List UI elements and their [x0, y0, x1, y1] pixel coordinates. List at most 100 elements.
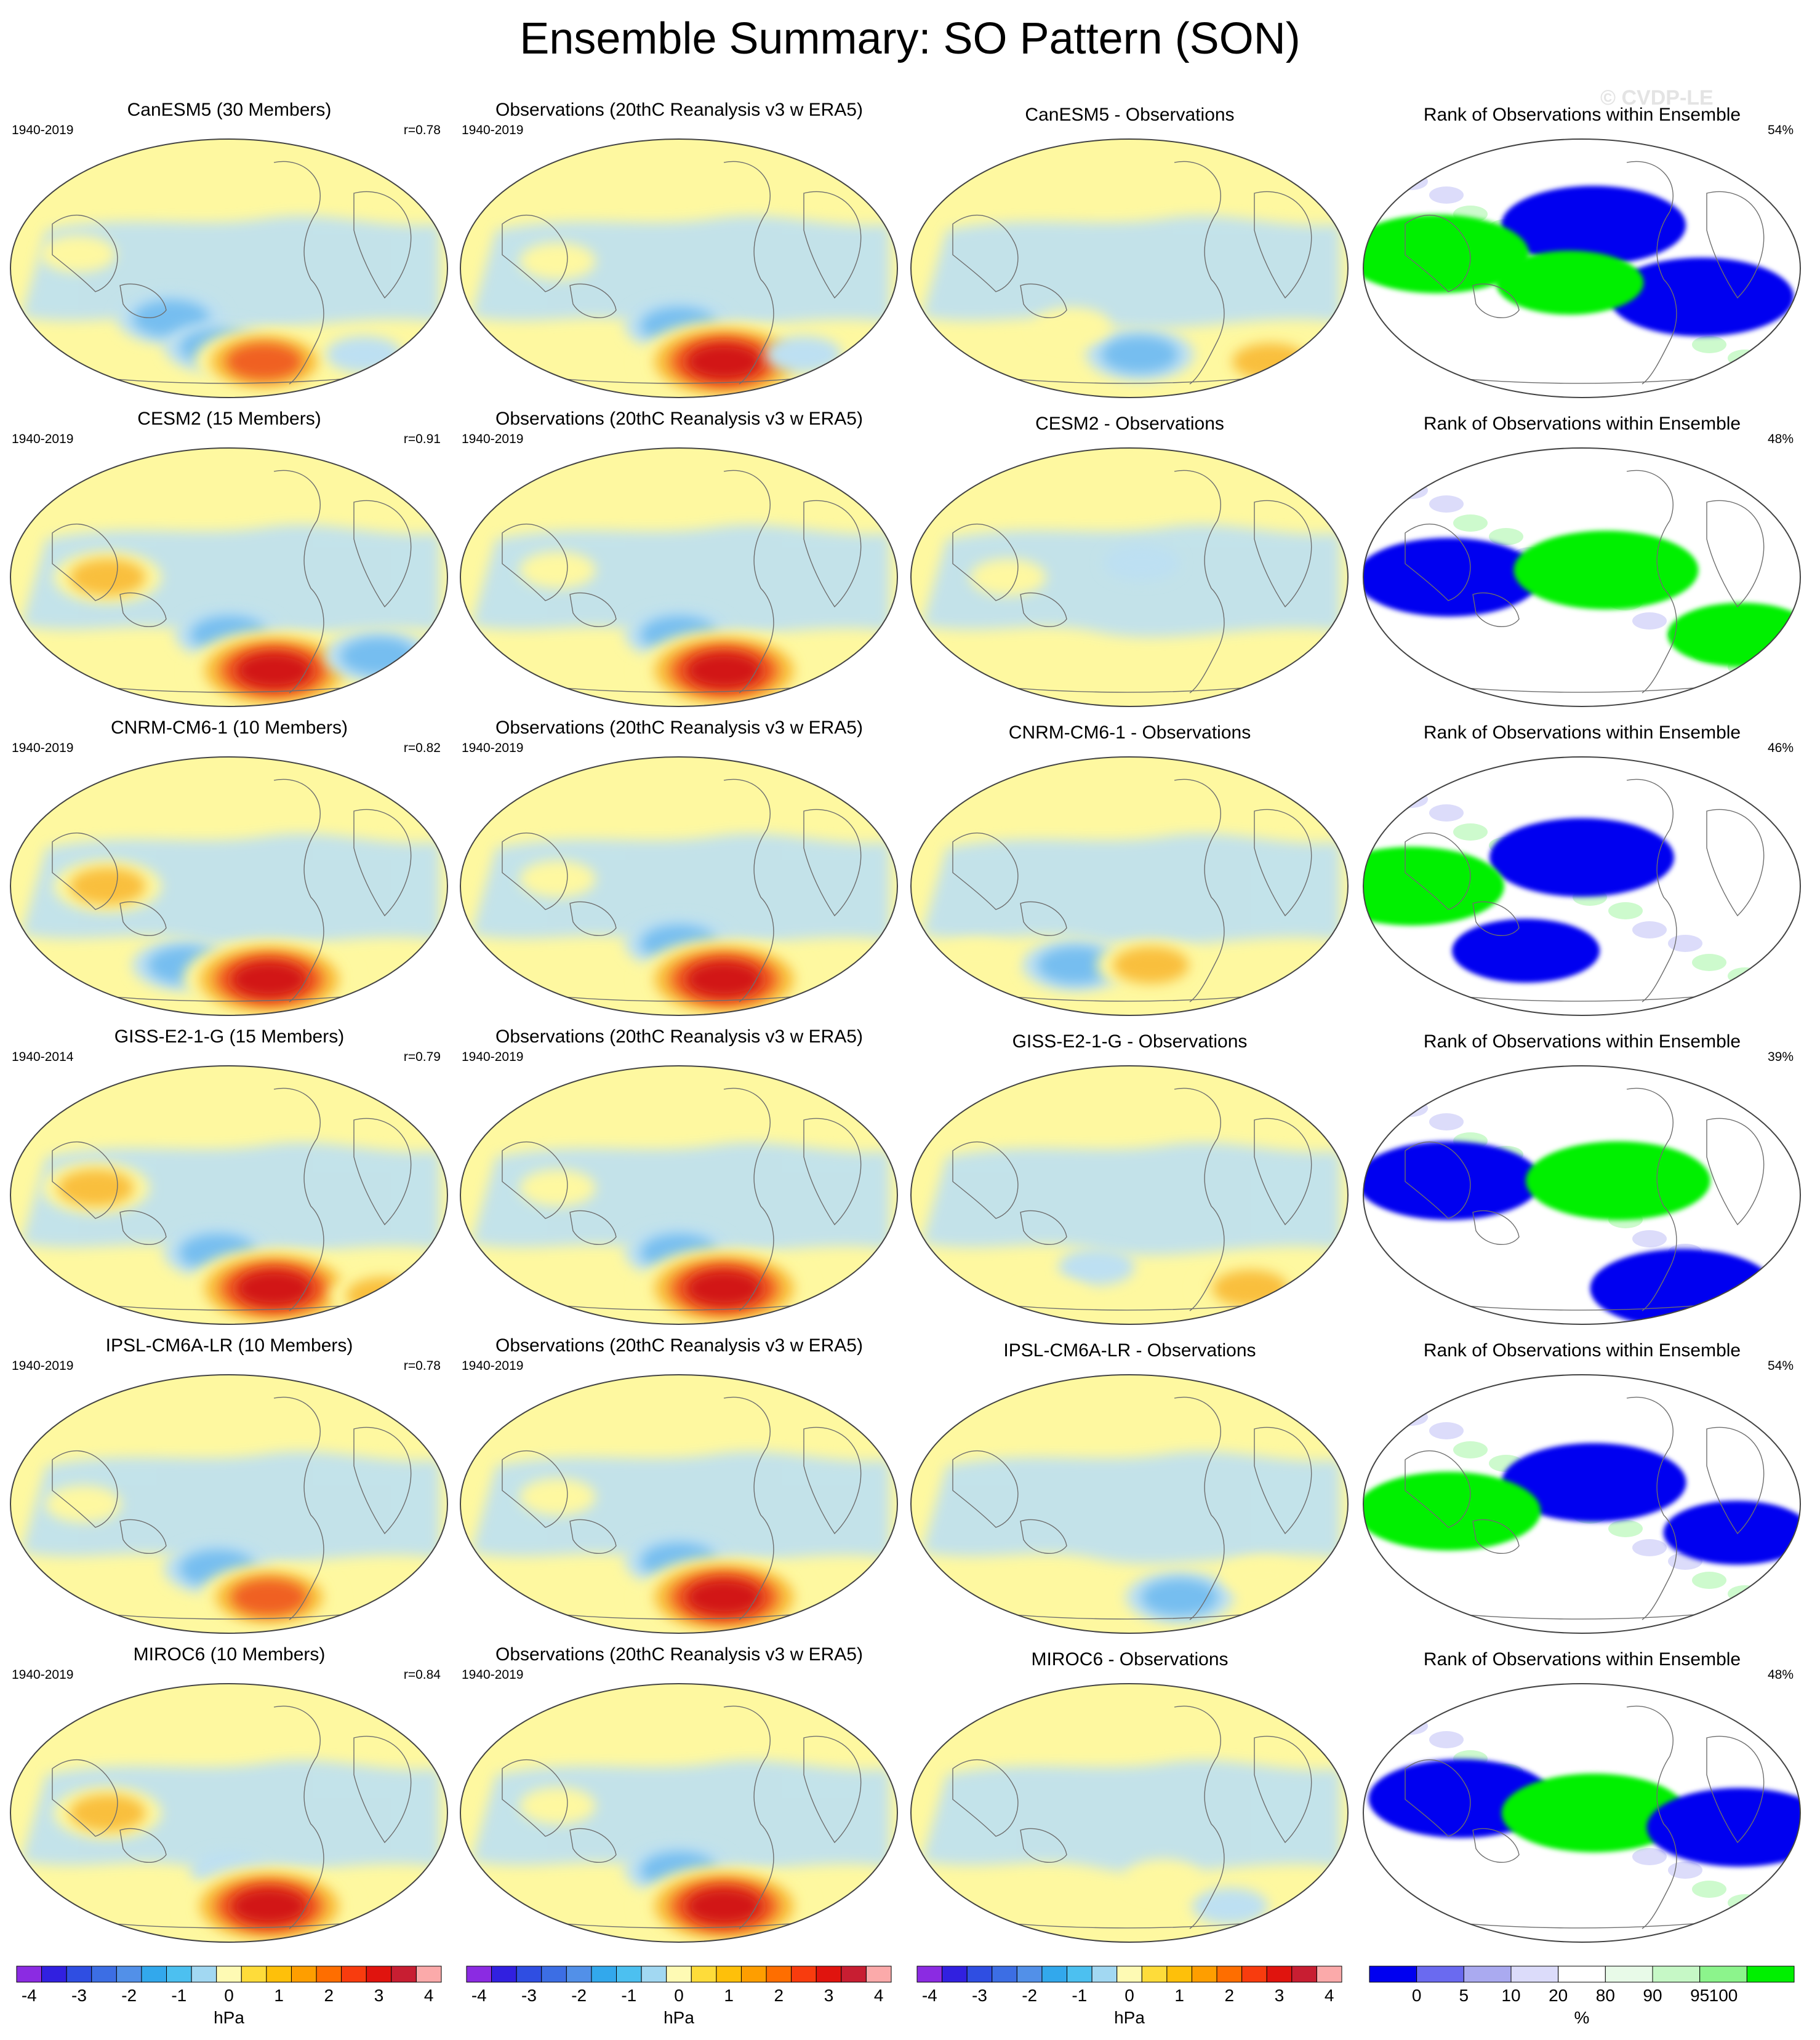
- panel-title: IPSL-CM6A-LR - Observations: [1003, 1340, 1256, 1361]
- panel-title: CNRM-CM6-1 - Observations: [1008, 722, 1251, 743]
- map-panel: GISS-E2-1-G - Observations: [910, 1026, 1350, 1325]
- colorbar-swatch: [1067, 1966, 1092, 1983]
- correlation-label: r=0.82: [403, 741, 441, 755]
- map-panel: Observations (20thC Reanalysis v3 w ERA5…: [459, 1644, 899, 1943]
- rank-speckle: [1608, 902, 1643, 919]
- colorbar-tick: -4: [921, 1986, 937, 2005]
- colorbar-tick: 90: [1643, 1986, 1662, 2005]
- colorbar-unit: hPa: [1114, 2008, 1145, 2027]
- panel-title: CNRM-CM6-1 (10 Members): [110, 718, 348, 738]
- rank-speckle: [1369, 772, 1404, 789]
- colorbar-swatch: [516, 1966, 542, 1983]
- colorbar-tick: -3: [71, 1986, 87, 2005]
- map-panel: MIROC6 - Observations: [910, 1644, 1350, 1943]
- rank-speckle: [1728, 1585, 1762, 1602]
- rank-speckle: [1752, 468, 1786, 486]
- positive-anomaly: [937, 939, 1014, 977]
- panel-title: Observations (20thC Reanalysis v3 w ERA5…: [495, 100, 863, 120]
- colorbar-swatch: [341, 1966, 367, 1983]
- positive-anomaly: [1034, 307, 1111, 345]
- map-panel: Rank of Observations within Ensemble 46%: [1362, 718, 1802, 1016]
- globe-outline: [910, 1683, 1349, 1943]
- globe-map: [1363, 1683, 1801, 1943]
- colorbar-tick: 10: [1501, 1986, 1521, 2005]
- positive-anomaly: [69, 868, 146, 905]
- positive-anomaly: [236, 1270, 313, 1307]
- colorbar-swatch: [1166, 1966, 1192, 1983]
- globe-outline: [910, 756, 1349, 1016]
- panel-title: IPSL-CM6A-LR (10 Members): [105, 1335, 353, 1356]
- colorbar-swatch: [141, 1966, 167, 1983]
- panel-title: MIROC6 (10 Members): [133, 1644, 326, 1665]
- panel-title: Rank of Observations within Ensemble: [1423, 722, 1741, 743]
- panel-title: CESM2 - Observations: [1035, 414, 1224, 434]
- watermark: © CVDP-LE: [1600, 86, 1714, 110]
- globe-outline: [10, 138, 448, 398]
- period-label: 1940-2019: [462, 432, 524, 446]
- rank-low-region: [1363, 1141, 1541, 1220]
- globe-map: [1363, 756, 1801, 1016]
- positive-anomaly: [686, 1887, 763, 1925]
- colorbar-hpa-col1: -4 -3 -2 -1 0 1 2 3 4 hPa: [9, 1965, 449, 2039]
- negative-band: [471, 524, 890, 638]
- colorbar-unit: hPa: [214, 2008, 244, 2027]
- rank-low-region: [1590, 1249, 1775, 1324]
- positive-anomaly: [1212, 1270, 1289, 1307]
- map-panel: Observations (20thC Reanalysis v3 w ERA5…: [459, 718, 899, 1016]
- map-panel: CNRM-CM6-1 (10 Members) 1940-2019 r=0.82: [9, 718, 449, 1016]
- period-label: 1940-2019: [462, 123, 524, 137]
- panel-title: Rank of Observations within Ensemble: [1423, 1031, 1741, 1052]
- colorbar-tick: 1: [724, 1986, 734, 2005]
- rank-speckle: [1632, 1539, 1667, 1556]
- globe-outline: [1363, 447, 1801, 707]
- rank-speckle: [1608, 1520, 1643, 1537]
- map-panel: IPSL-CM6A-LR - Observations: [910, 1335, 1350, 1634]
- rank-speckle: [1369, 154, 1404, 171]
- positive-anomaly: [686, 343, 763, 380]
- negative-band: [922, 833, 1341, 946]
- negative-anomaly: [765, 336, 842, 373]
- negative-band: [922, 1142, 1341, 1255]
- positive-anomaly: [69, 1794, 146, 1831]
- rank-speckle: [1692, 336, 1726, 353]
- colorbar-swatch: [1652, 1966, 1701, 1983]
- panel-title: GISS-E2-1-G (15 Members): [114, 1026, 345, 1047]
- colorbar-swatch: [1746, 1966, 1795, 1983]
- globe-map: [10, 1683, 448, 1943]
- globe-map: [1363, 447, 1801, 707]
- period-label: 1940-2014: [12, 1050, 74, 1064]
- rank-low-region: [1461, 1801, 1510, 1821]
- colorbar-swatch: [266, 1966, 292, 1983]
- rank-low-region: [1363, 538, 1541, 617]
- positive-anomaly: [1124, 1859, 1201, 1896]
- colorbar-tick: -2: [571, 1986, 587, 2005]
- colorbar-swatch: [316, 1966, 342, 1983]
- map-panel: CESM2 - Observations: [910, 409, 1350, 707]
- colorbar-swatch: [1510, 1966, 1559, 1983]
- rank-high-region: [1437, 256, 1486, 276]
- panel-title: CESM2 (15 Members): [137, 409, 321, 429]
- rank-speckle: [1752, 159, 1786, 177]
- globe-outline: [460, 1065, 898, 1325]
- negative-anomaly: [1101, 336, 1178, 373]
- colorbar-hpa-col2: -4 -3 -2 -1 0 1 2 3 4 hPa: [459, 1965, 899, 2039]
- rank-low-region: [1737, 1535, 1787, 1555]
- map-panel: GISS-E2-1-G (15 Members) 1940-2014 r=0.79: [9, 1026, 449, 1325]
- colorbar-tick: 3: [1274, 1986, 1285, 2005]
- colorbar-swatch: [66, 1966, 92, 1983]
- period-label: 1940-2019: [12, 1359, 74, 1373]
- colorbar-swatch: [91, 1966, 117, 1983]
- colorbar-swatches: [916, 1966, 1342, 1983]
- colorbar-swatch: [1291, 1966, 1317, 1983]
- colorbar-swatch: [942, 1966, 968, 1983]
- panel-title: GISS-E2-1-G - Observations: [1012, 1031, 1248, 1052]
- globe-map: [1363, 138, 1801, 398]
- colorbar-swatch: [366, 1966, 392, 1983]
- rank-speckle: [1429, 1113, 1464, 1130]
- rank-low-region: [1646, 1788, 1800, 1867]
- colorbar-swatch: [841, 1966, 867, 1983]
- rank-low-region: [1448, 580, 1498, 599]
- rank-percent-label: 46%: [1767, 741, 1794, 755]
- colorbar-swatch: [666, 1966, 692, 1983]
- colorbar-hpa-col3: -4 -3 -2 -1 0 1 2 3 4 hPa: [910, 1965, 1350, 2039]
